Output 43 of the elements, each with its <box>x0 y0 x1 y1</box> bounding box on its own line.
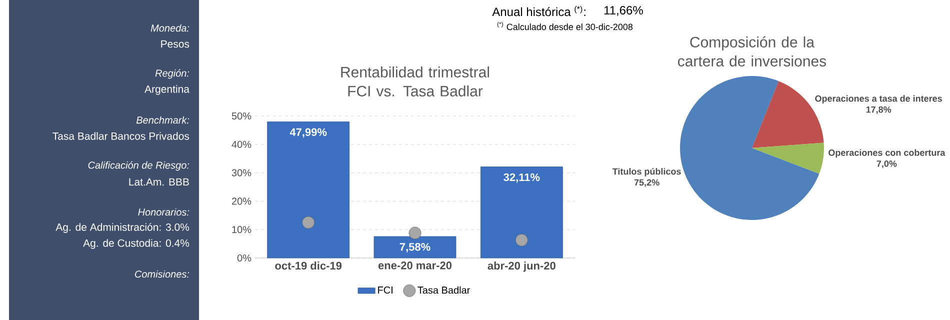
text: Argentina <box>144 85 190 95</box>
legend-label: Tasa Badlar <box>418 286 470 294</box>
x-tick-label: ene-20 mar-20 <box>378 262 452 270</box>
y-tick-label: 50% <box>232 112 252 120</box>
text: Ag. de Custodia: 0.4% <box>83 239 190 249</box>
slice-label: Operaciones con cobertura <box>828 149 946 158</box>
bar <box>267 122 350 258</box>
point <box>515 234 528 246</box>
bar <box>374 236 456 258</box>
x-tick-label: abr-20 jun-20 <box>488 262 556 272</box>
text: Ag. de Administración: 3.0% <box>56 223 190 233</box>
point <box>408 226 422 240</box>
data-label: 47,99% <box>290 128 327 138</box>
point <box>302 216 315 229</box>
chart-title: Composición de la cartera de inversiones <box>678 36 826 66</box>
y-tick-label: 20% <box>232 198 252 205</box>
legend-label: FCI <box>378 286 392 294</box>
y-tick-label: 10% <box>232 226 252 234</box>
chart-title: Rentabilidad trimestral FCI vs. Tasa Badlar <box>341 66 489 96</box>
slice-label: Titulos públicos <box>612 168 681 176</box>
text: Benchmark: <box>136 116 190 124</box>
text: Calificación de Riesgo: <box>88 161 190 171</box>
text: Comisiones: <box>135 270 190 278</box>
y-tick-label: 30% <box>232 169 252 176</box>
data-label: 32,11% <box>504 173 540 183</box>
text: Anual histórica $^{(*)}$: <box>492 6 586 16</box>
data-label: 75,2% <box>634 179 660 187</box>
text: Región: <box>155 69 190 79</box>
text: 11,66% <box>604 6 643 16</box>
text: Moneda: <box>150 24 190 32</box>
text: $^{(*)}$ Calculado desde el 30-dic-2008 <box>497 22 633 30</box>
data-label: 7,0% <box>876 160 897 168</box>
data-label: 7,58% <box>400 243 430 252</box>
text: Pesos <box>161 40 190 48</box>
y-tick-label: 0% <box>237 254 252 262</box>
text: Honorarios: <box>138 208 190 216</box>
x-tick-label: oct-19 dic-19 <box>275 262 342 270</box>
text: Lat.Am. BBB <box>129 178 189 186</box>
bar <box>480 166 563 258</box>
y-tick-label: 40% <box>232 140 252 148</box>
text: Tasa Badlar Bancos Privados <box>52 132 190 140</box>
data-label: 17,8% <box>866 106 892 114</box>
slice-label: Operaciones a tasa de interes <box>815 95 942 104</box>
